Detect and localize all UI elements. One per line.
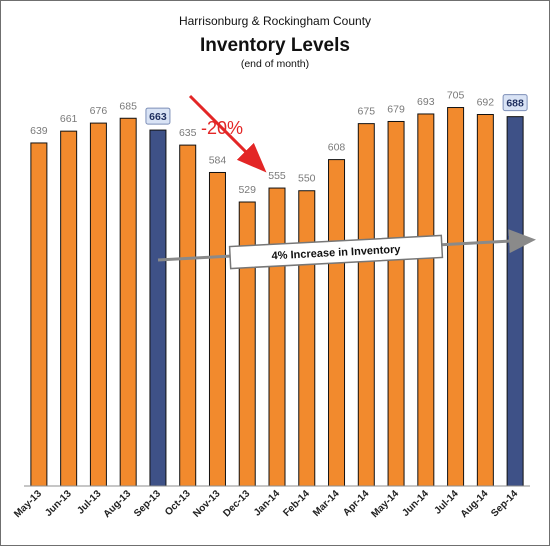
bar-nov-13 (208, 171, 226, 487)
x-tick-nov-13: Nov-13 (191, 488, 223, 520)
bar-feb-14 (298, 190, 316, 487)
value-label-dec-13: 529 (238, 184, 256, 196)
value-label-jun-13: 661 (60, 113, 78, 125)
x-tick-oct-13: Oct-13 (163, 488, 193, 518)
x-tick-dec-13: Dec-13 (221, 488, 252, 519)
bar-jun-13 (60, 130, 78, 487)
chart-title-line-1: Harrisonburg & Rockingham County (179, 14, 371, 28)
bar-sep-14 (506, 116, 524, 487)
value-label-mar-14: 608 (328, 142, 346, 154)
value-label-may-13: 639 (30, 125, 48, 137)
x-tick-feb-14: Feb-14 (281, 488, 312, 519)
bar-sep-13 (149, 129, 167, 487)
x-tick-jun-14: Jun-14 (400, 488, 431, 519)
value-label-sep-14: 688 (506, 98, 524, 110)
value-label-box-sep-13 (145, 107, 171, 125)
bars-layer (30, 107, 524, 487)
value-label-aug-14: 692 (477, 97, 495, 109)
decline-label: -20% (201, 118, 243, 138)
x-tick-mar-14: Mar-14 (311, 488, 342, 519)
trend-annotation: 4% Increase in Inventory (157, 229, 536, 270)
value-label-apr-14: 675 (358, 106, 376, 118)
bar-apr-14 (357, 123, 375, 487)
trend-label-box (228, 234, 444, 270)
chart-title: Inventory Levels (200, 35, 350, 56)
value-label-jul-14: 705 (447, 90, 465, 102)
bar-jul-13 (89, 122, 107, 487)
x-tick-sep-14: Sep-14 (489, 488, 520, 519)
decline-arrow (188, 94, 267, 173)
bar-may-14 (387, 120, 405, 487)
value-label-aug-13: 685 (119, 100, 137, 112)
x-tick-jun-13: Jun-13 (43, 488, 74, 519)
value-label-oct-13: 635 (179, 127, 197, 139)
value-label-may-14: 679 (387, 103, 405, 115)
value-label-jul-13: 676 (90, 105, 108, 117)
bar-aug-13 (119, 117, 137, 487)
value-label-feb-14: 550 (298, 173, 316, 185)
value-label-sep-13: 663 (149, 111, 167, 123)
bar-may-13 (30, 142, 48, 487)
x-tick-may-14: May-14 (369, 488, 401, 520)
x-tick-jan-14: Jan-14 (252, 488, 282, 518)
value-label-nov-13: 584 (209, 154, 227, 166)
x-tick-sep-13: Sep-13 (132, 488, 163, 519)
value-label-jan-14: 555 (268, 170, 286, 182)
value-label-jun-14: 693 (417, 96, 435, 108)
x-tick-aug-14: Aug-14 (459, 488, 491, 520)
bar-aug-14 (476, 114, 494, 487)
value-label-box-sep-14 (502, 94, 528, 112)
bar-mar-14 (328, 159, 346, 487)
value-labels-layer: 639 661 676 685 663 635 584 529 555 550 608 675 679 6… (30, 90, 528, 196)
x-tick-apr-14: Apr-14 (341, 488, 371, 518)
bar-jan-14 (268, 187, 286, 487)
x-tick-may-13: May-13 (12, 488, 44, 520)
x-tick-aug-13: Aug-13 (102, 488, 134, 520)
bar-jul-14 (447, 107, 465, 487)
bar-oct-13 (179, 144, 197, 487)
x-tick-jul-13: Jul-13 (75, 488, 104, 517)
x-tick-jul-14: Jul-14 (432, 488, 461, 517)
bar-jun-14 (417, 113, 435, 487)
decline-annotation: -20% (188, 94, 267, 173)
chart-subtitle: (end of month) (241, 58, 309, 70)
